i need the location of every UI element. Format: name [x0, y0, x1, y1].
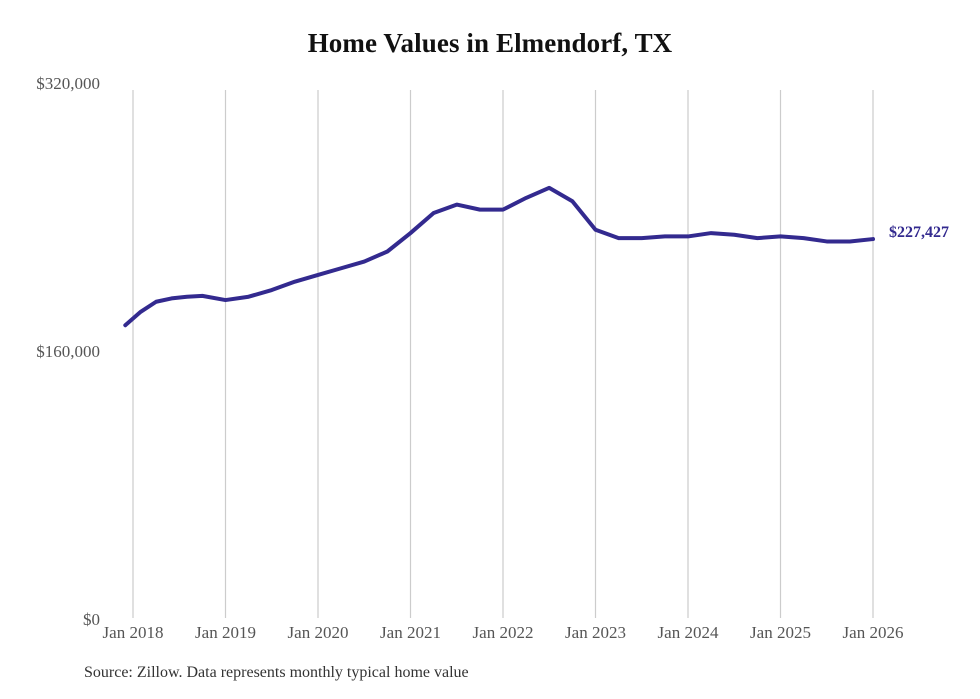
y-axis-tick-0: $0	[83, 610, 100, 629]
x-axis-tick-jan-2026: Jan 2026	[842, 623, 904, 642]
x-axis-tick-jan-2022: Jan 2022	[472, 623, 534, 642]
end-value-annotation: $227,427	[889, 224, 949, 241]
x-axis-tick-jan-2018: Jan 2018	[102, 623, 164, 642]
x-axis-tick-jan-2020: Jan 2020	[287, 623, 349, 642]
x-axis-tick-jan-2025: Jan 2025	[750, 623, 811, 642]
source-note: Source: Zillow. Data represents monthly …	[84, 664, 469, 681]
series-line-typical-home-value	[123, 185, 875, 328]
y-axis-tick-160000: $160,000	[36, 342, 100, 361]
x-axis-tick-jan-2021: Jan 2021	[380, 623, 441, 642]
x-axis-tick-jan-2024: Jan 2024	[657, 623, 719, 642]
chart-title: Home Values in Elmendorf, TX	[307, 28, 673, 58]
x-axis-tick-jan-2023: Jan 2023	[565, 623, 626, 642]
y-axis-tick-320000: $320,000	[36, 74, 100, 93]
x-axis-tick-jan-2019: Jan 2019	[195, 623, 256, 642]
